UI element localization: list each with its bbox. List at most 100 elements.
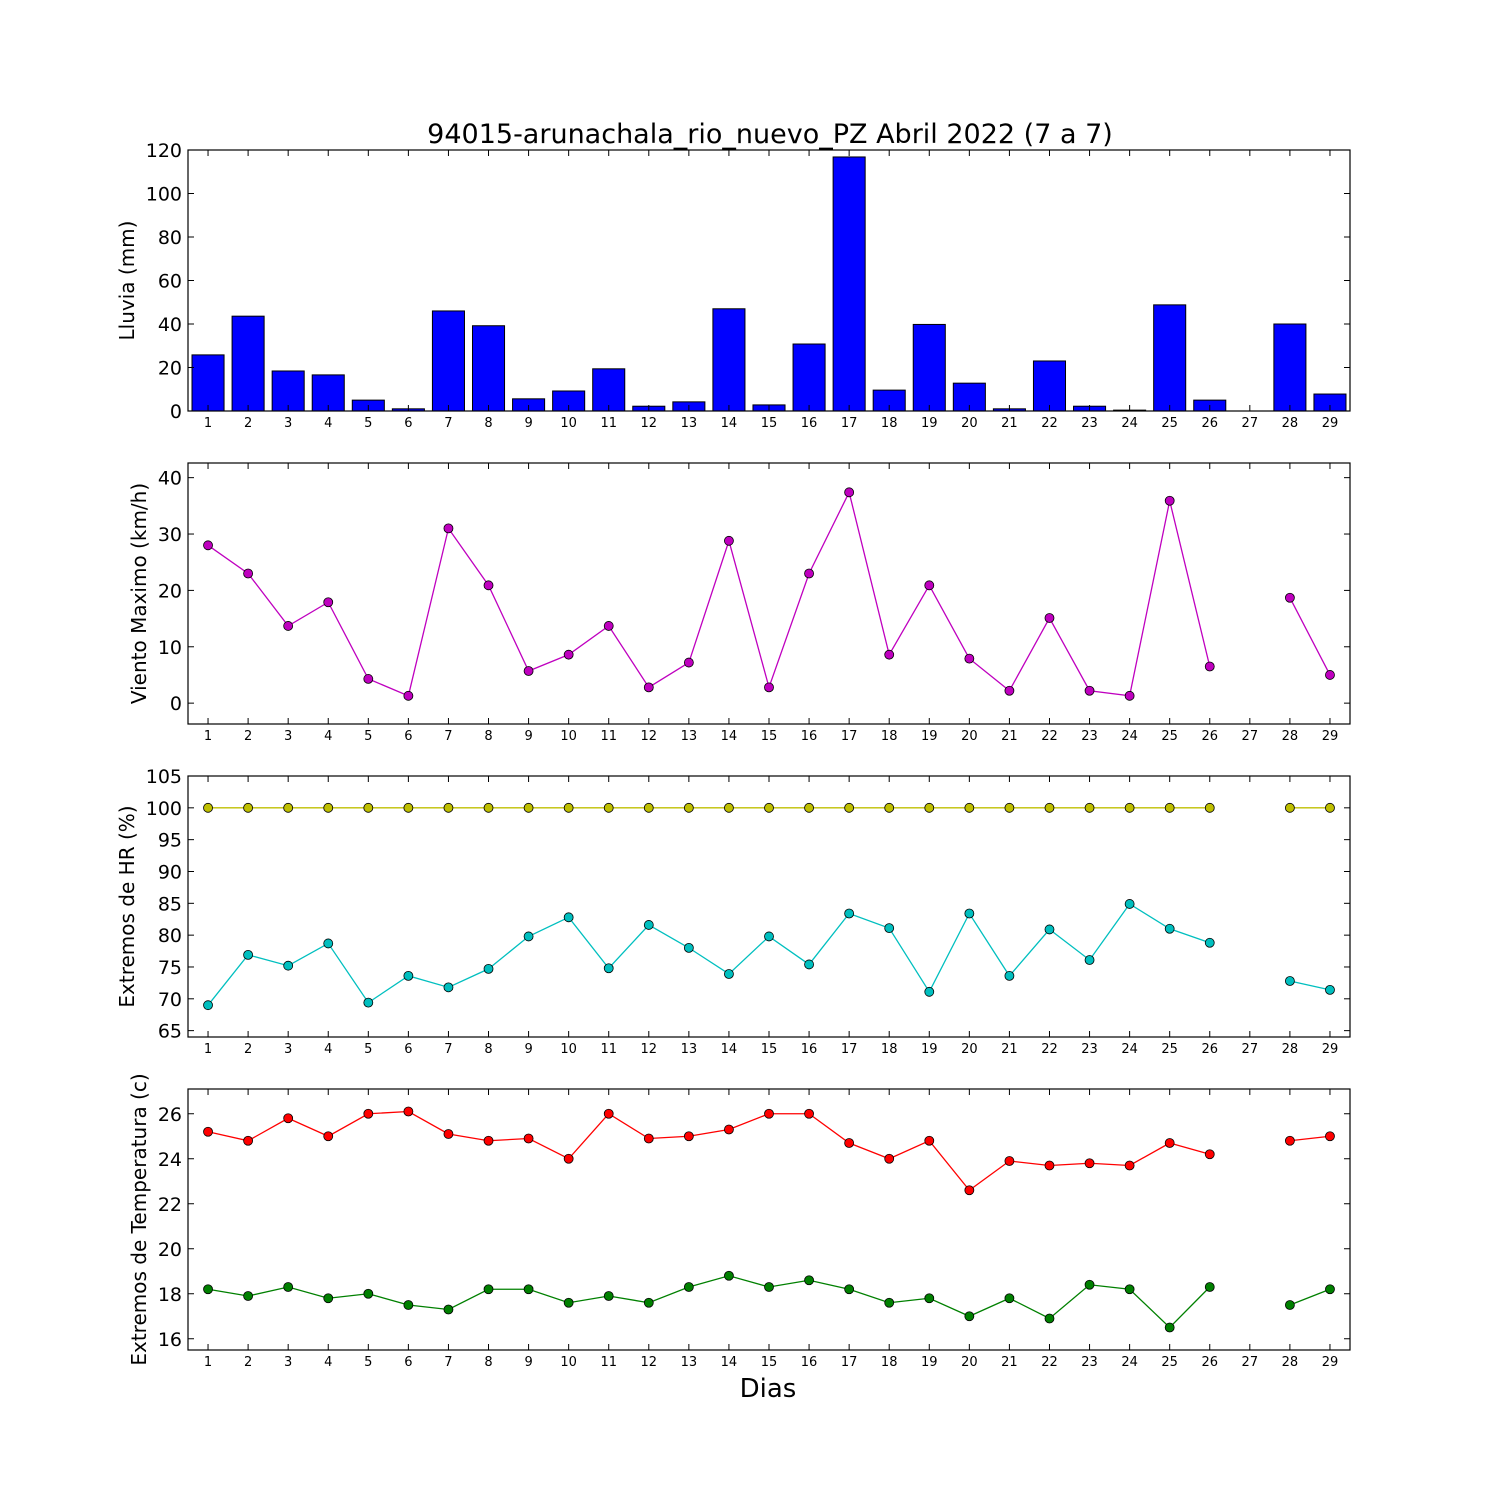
lluvia-xtick-label: 28	[1282, 416, 1299, 431]
temperatura-series-0-point-17	[844, 1138, 855, 1148]
hr-series-1-line-1	[1289, 980, 1331, 991]
viento-series-0-point-18	[884, 649, 895, 660]
hr-ytick-label: 65	[158, 1021, 182, 1043]
temperatura-series-1-point-5	[363, 1288, 374, 1299]
viento-xtick-label: 3	[284, 729, 292, 744]
viento-xtick-label: 9	[524, 729, 532, 744]
viento-series-0-point-3	[283, 621, 294, 631]
viento-series-0-point-23	[1084, 685, 1095, 696]
hr-series-1-point-14	[724, 969, 734, 979]
viento-xtick-label: 16	[801, 729, 818, 744]
viento-xtick-label: 20	[961, 729, 978, 744]
temperatura-xtick-label: 12	[641, 1355, 658, 1370]
lluvia-bar-11	[592, 368, 626, 412]
hr-series-1-point-13	[683, 942, 694, 953]
temperatura-series-1-point-6	[403, 1300, 414, 1310]
lluvia-xtick-label: 25	[1161, 416, 1178, 431]
hr-series-1-point-18	[884, 923, 895, 934]
temperatura-series-0-point-5	[363, 1108, 374, 1119]
temperatura-xtick-label: 28	[1282, 1355, 1299, 1370]
temperatura-xtick-label: 10	[560, 1355, 577, 1370]
temperatura-series-0-point-24	[1124, 1160, 1135, 1171]
hr-series-1-point-4	[323, 938, 334, 949]
temperatura-series-0-point-12	[643, 1133, 654, 1144]
hr-xtick-label: 9	[524, 1042, 532, 1057]
lluvia-xtick-label: 6	[404, 416, 412, 431]
hr-xtick-label: 28	[1282, 1042, 1299, 1057]
viento-series-0-point-2	[243, 568, 254, 579]
temperatura-ytick-label: 18	[158, 1284, 182, 1306]
lluvia-y-axis-label: Lluvia (mm)	[115, 221, 139, 341]
hr-series-1-point-26	[1204, 937, 1215, 948]
lluvia-bar-14	[712, 308, 746, 412]
temperatura-series-1-point-20	[964, 1311, 975, 1322]
temperatura-series-1-point-1	[203, 1284, 213, 1295]
temperatura-series-1-point-3	[283, 1282, 294, 1292]
figure-title: 94015-arunachala_rio_nuevo_PZ Abril 2022…	[427, 119, 1113, 150]
hr-series-0-point-17	[844, 802, 855, 813]
hr-series-0-point-2	[243, 802, 254, 813]
viento-series-0-point-9	[523, 666, 534, 676]
lluvia-xtick-label: 13	[681, 416, 698, 431]
hr-series-1-point-2	[243, 949, 254, 960]
hr-xtick-label: 18	[881, 1042, 898, 1057]
hr-series-0-point-13	[683, 802, 694, 813]
temperatura-series-1-point-24	[1124, 1284, 1135, 1295]
hr-series-1-point-20	[964, 908, 975, 919]
temperatura-xtick-label: 25	[1161, 1355, 1178, 1370]
hr-xtick-label: 29	[1322, 1042, 1339, 1057]
viento-series-0-line-1	[1289, 597, 1331, 676]
temperatura-ytick-label: 16	[158, 1329, 182, 1351]
viento-series-0-point-15	[764, 682, 774, 693]
hr-series-0-point-15	[764, 802, 774, 813]
viento-xtick-label: 22	[1041, 729, 1058, 744]
temperatura-series-1-point-17	[844, 1284, 855, 1295]
temperatura-xtick-label: 2	[244, 1355, 252, 1370]
temperatura-series-0-line-1	[1289, 1135, 1331, 1142]
hr-series-1-point-15	[764, 931, 774, 942]
temperatura-series-0-point-1	[203, 1126, 213, 1137]
lluvia-xtick-label: 16	[801, 416, 818, 431]
lluvia-xtick-label: 29	[1322, 416, 1339, 431]
hr-xtick-label: 10	[560, 1042, 577, 1057]
viento-series-0-point-1	[203, 540, 213, 551]
temperatura-series-1-point-16	[804, 1275, 814, 1286]
hr-xtick-label: 27	[1242, 1042, 1259, 1057]
viento-ytick-label: 20	[158, 580, 182, 602]
temperatura-xtick-label: 17	[841, 1355, 858, 1370]
hr-series-0-point-12	[643, 802, 654, 813]
temperatura-series-0-point-20	[964, 1185, 975, 1196]
viento-series-0-point-26	[1204, 661, 1215, 672]
hr-series-1-point-9	[523, 931, 534, 942]
temperatura-series-1-point-14	[724, 1270, 734, 1281]
hr-xtick-label: 15	[761, 1042, 778, 1057]
temperatura-series-0-point-16	[804, 1108, 814, 1119]
temperatura-xtick-label: 19	[921, 1355, 938, 1370]
hr-series-1-point-8	[483, 963, 494, 974]
temperatura-series-0-point-15	[764, 1108, 774, 1119]
temperatura-series-1-point-13	[683, 1282, 694, 1292]
viento-xtick-label: 1	[204, 729, 212, 744]
viento-series-0-point-16	[804, 568, 814, 579]
viento-ytick-label: 10	[158, 637, 182, 659]
viento-xtick-label: 19	[921, 729, 938, 744]
lluvia-xtick-label: 20	[961, 416, 978, 431]
temperatura-series-0-point-7	[443, 1129, 454, 1139]
hr-series-1-point-23	[1084, 955, 1095, 965]
hr-xtick-label: 11	[600, 1042, 617, 1057]
temperatura-series-0-point-10	[563, 1153, 574, 1164]
viento-xtick-label: 26	[1201, 729, 1218, 744]
hr-series-1-point-21	[1004, 970, 1015, 981]
temperatura-xtick-label: 29	[1322, 1355, 1339, 1370]
hr-ytick-label: 70	[158, 989, 182, 1011]
lluvia-xtick-label: 21	[1001, 416, 1018, 431]
hr-series-1-point-1	[203, 1000, 213, 1011]
hr-series-0-point-10	[563, 802, 574, 813]
temperatura-xtick-label: 11	[600, 1355, 617, 1370]
hr-xtick-label: 17	[841, 1042, 858, 1057]
viento-series-0-point-17	[844, 487, 855, 498]
temperatura-xtick-label: 21	[1001, 1355, 1018, 1370]
viento-series-0-point-25	[1164, 495, 1175, 506]
x-axis-label: Dias	[740, 1374, 797, 1404]
